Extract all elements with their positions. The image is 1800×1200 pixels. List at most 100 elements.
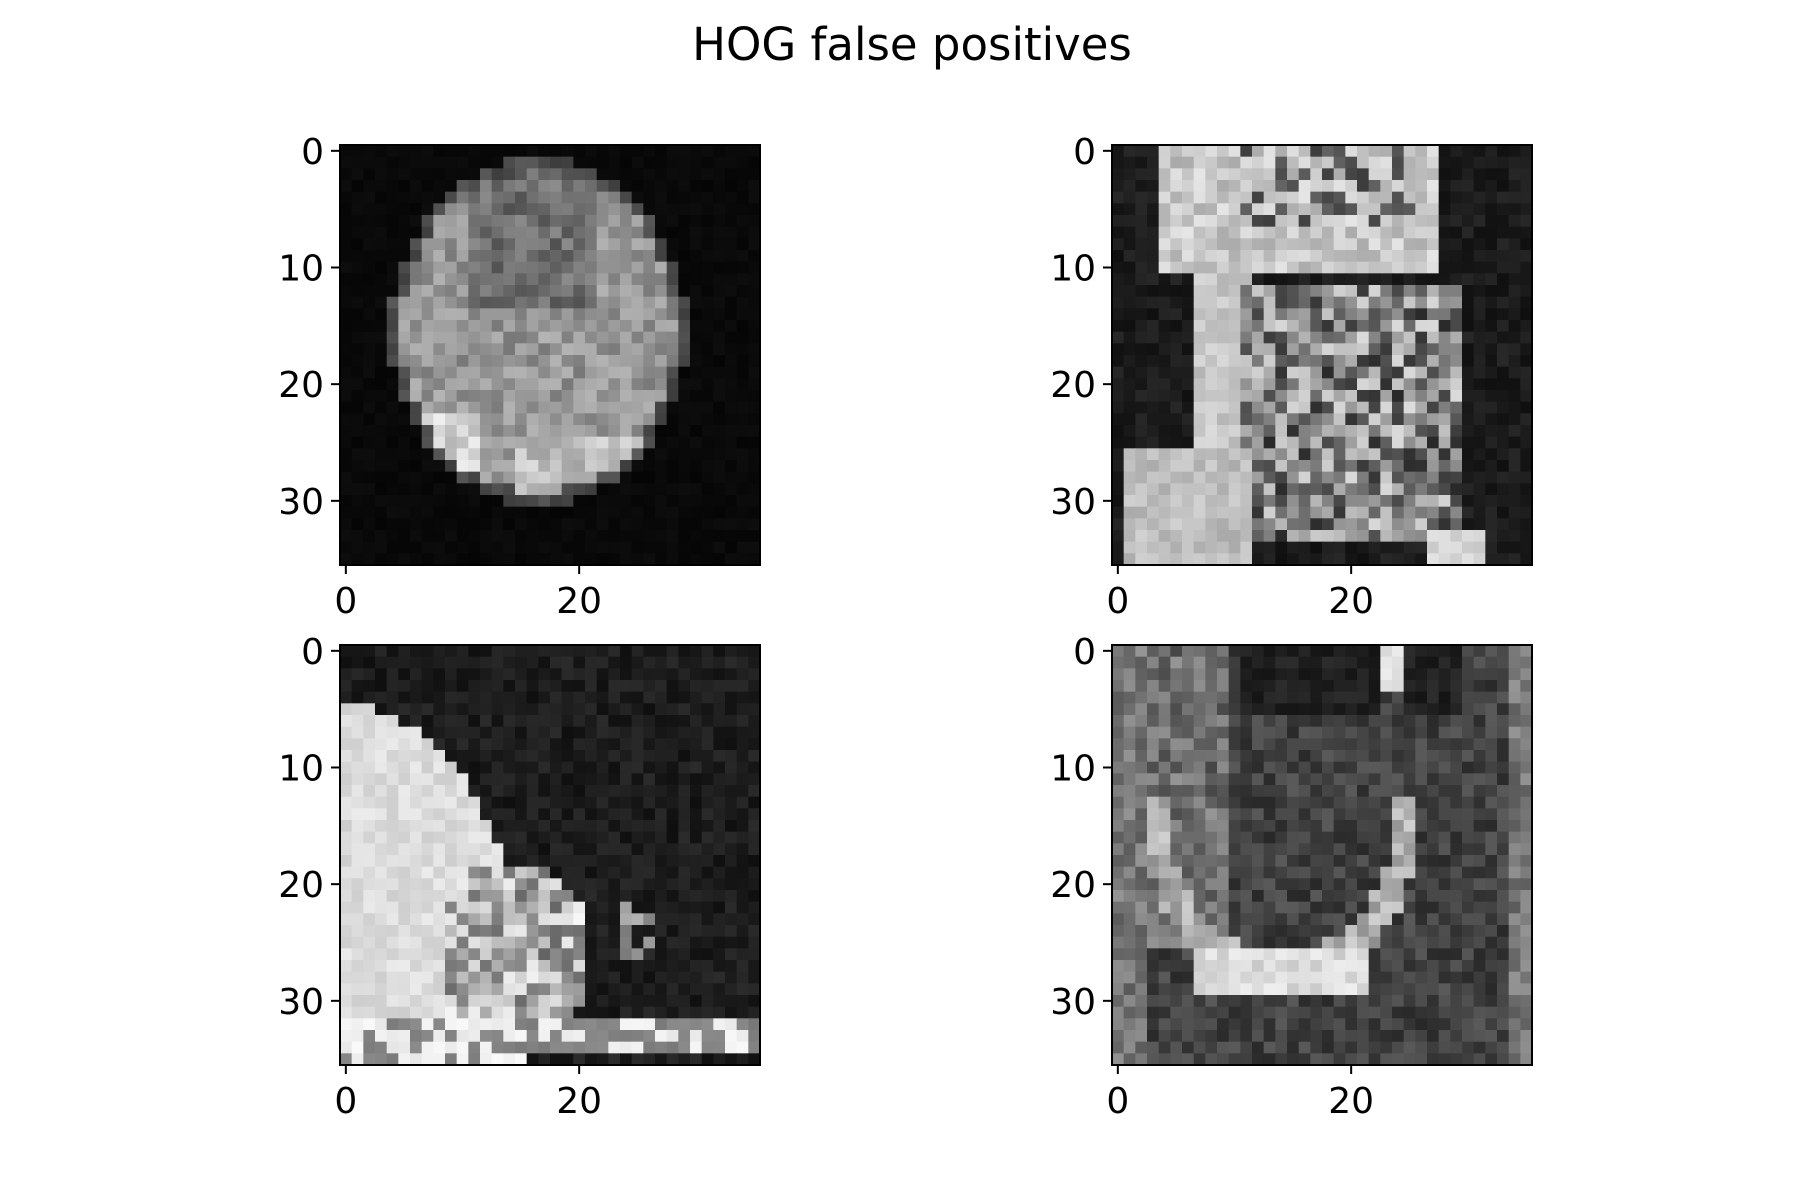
image-cell [375, 285, 388, 298]
image-cell [573, 331, 586, 344]
image-cell [375, 808, 388, 821]
image-cell [736, 261, 749, 274]
image-cell [701, 495, 714, 508]
image-cell [1497, 308, 1510, 321]
image-cell [1170, 296, 1183, 309]
image-cell [1298, 273, 1311, 286]
image-cell [1275, 518, 1288, 531]
image-cell [526, 390, 539, 403]
image-cell [363, 901, 376, 914]
image-cell [561, 331, 574, 344]
image-cell [713, 890, 726, 903]
image-cell [410, 1006, 423, 1019]
image-cell [456, 668, 469, 681]
image-cell [375, 343, 388, 356]
image-cell [1322, 808, 1335, 821]
image-cell [1170, 401, 1183, 414]
image-cell [1415, 715, 1428, 728]
image-cell [596, 145, 609, 158]
image-cell [375, 668, 388, 681]
image-cell [1333, 668, 1346, 681]
image-cell [351, 1006, 364, 1019]
image-cell [736, 168, 749, 181]
image-cell [1135, 796, 1148, 809]
image-cell [620, 878, 633, 891]
image-cell [1520, 495, 1533, 508]
image-cell [573, 785, 586, 798]
image-cell [433, 285, 446, 298]
image-cell [491, 296, 504, 309]
image-cell [340, 448, 353, 461]
image-cell [631, 1053, 644, 1066]
image-cell [1240, 436, 1253, 449]
image-cell [736, 831, 749, 844]
image-cell [515, 878, 528, 891]
image-cell [655, 168, 668, 181]
image-cell [1368, 530, 1381, 543]
image-cell [1170, 553, 1183, 566]
image-cell [620, 983, 633, 996]
image-cell [643, 180, 656, 193]
image-cell [573, 726, 586, 739]
image-cell [1135, 401, 1148, 414]
image-cell [748, 843, 761, 856]
image-cell [1298, 738, 1311, 751]
image-cell [491, 541, 504, 554]
image-cell [713, 971, 726, 984]
image-cell [1205, 145, 1218, 158]
image-cell [561, 855, 574, 868]
image-cell [1217, 691, 1230, 704]
image-cell [561, 843, 574, 856]
image-cell [1497, 168, 1510, 181]
image-cell [398, 878, 411, 891]
image-cell [410, 180, 423, 193]
image-cell [351, 983, 364, 996]
image-cell [678, 971, 691, 984]
image-cell [620, 715, 633, 728]
image-cell [503, 656, 516, 669]
image-cell [340, 925, 353, 938]
image-cell [398, 320, 411, 333]
image-cell [1333, 483, 1346, 496]
image-cell [678, 285, 691, 298]
image-cell [468, 436, 481, 449]
image-cell [1485, 890, 1498, 903]
image-cell [1252, 448, 1265, 461]
image-cell [386, 425, 399, 438]
image-cell [1193, 843, 1206, 856]
image-cell [1147, 343, 1160, 356]
image-cell [748, 436, 761, 449]
image-cell [340, 413, 353, 426]
image-cell [1485, 831, 1498, 844]
image-cell [1240, 168, 1253, 181]
image-cell [1263, 820, 1276, 833]
image-cell [410, 390, 423, 403]
image-cell [550, 1006, 563, 1019]
image-cell [421, 866, 434, 879]
image-cell [608, 483, 621, 496]
image-cell [491, 203, 504, 216]
image-cell [1415, 890, 1428, 903]
image-cell [1322, 401, 1335, 414]
image-cell [1252, 726, 1265, 739]
image-cell [445, 750, 458, 763]
image-cell [351, 948, 364, 961]
image-cell [1450, 831, 1463, 844]
image-cell [678, 390, 691, 403]
image-cell [1415, 971, 1428, 984]
image-cell [1182, 960, 1195, 973]
image-cell [1135, 203, 1148, 216]
image-cell [1158, 843, 1171, 856]
image-cell [1252, 820, 1265, 833]
image-cell [1170, 738, 1183, 751]
image-cell [1403, 971, 1416, 984]
image-cell [585, 773, 598, 786]
image-cell [1263, 668, 1276, 681]
image-cell [538, 971, 551, 984]
image-cell [1287, 226, 1300, 239]
image-cell [561, 831, 574, 844]
image-cell [666, 691, 679, 704]
image-cell [736, 890, 749, 903]
image-cell [1205, 866, 1218, 879]
image-cell [550, 773, 563, 786]
